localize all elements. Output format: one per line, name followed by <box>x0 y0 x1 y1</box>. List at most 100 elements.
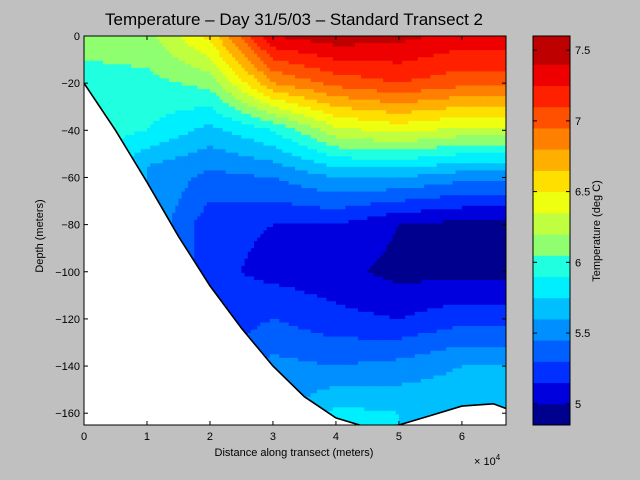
contour-cell <box>131 74 135 80</box>
contour-cell <box>134 64 139 69</box>
contour-cell <box>165 60 170 65</box>
contour-cell <box>219 262 224 267</box>
contour-cell <box>162 89 167 94</box>
contour-cell <box>181 156 186 161</box>
contour-cell <box>191 106 195 111</box>
contour-cell <box>162 92 167 97</box>
contour-cell <box>121 53 126 58</box>
contour-cell <box>128 99 132 104</box>
contour-cell <box>194 159 198 164</box>
contour-cell <box>200 258 205 263</box>
contour-cell <box>181 202 186 207</box>
contour-cell <box>118 36 123 41</box>
contour-cell <box>194 64 198 69</box>
contour-cell <box>118 103 123 108</box>
contour-cell <box>156 142 161 147</box>
contour-cell <box>200 127 205 133</box>
contour-cell <box>191 46 195 51</box>
contour-cell <box>118 106 123 111</box>
contour-cell <box>99 60 104 65</box>
contour-cell <box>156 64 161 69</box>
contour-cell <box>172 57 176 62</box>
contour-cell <box>206 202 211 207</box>
contour-cell <box>200 117 205 122</box>
contour-cell <box>184 71 189 76</box>
contour-cell <box>209 81 214 87</box>
contour-cell <box>121 92 126 97</box>
contour-cell <box>169 99 173 104</box>
contour-cell <box>143 103 148 108</box>
contour-cell <box>169 43 173 48</box>
contour-cell <box>128 127 132 133</box>
contour-cell <box>213 216 217 221</box>
contour-cell <box>140 67 145 72</box>
contour-cell <box>213 67 217 72</box>
contour-cell <box>197 223 202 228</box>
contour-cell <box>128 74 132 80</box>
contour-cell <box>153 50 158 55</box>
contour-cell <box>143 78 148 83</box>
contour-cell <box>181 96 186 101</box>
contour-cell <box>90 46 95 51</box>
contour-cell <box>194 135 198 140</box>
contour-cell <box>165 71 170 76</box>
contour-cell <box>206 110 211 115</box>
contour-cell <box>131 135 135 140</box>
contour-cell <box>213 71 217 76</box>
contour-cell <box>213 209 217 214</box>
contour-cell <box>156 46 161 51</box>
contour-cell <box>146 53 151 58</box>
contour-cell <box>131 106 135 111</box>
contour-cell <box>197 191 202 196</box>
contour-cell <box>156 180 161 186</box>
contour-cell <box>150 173 154 179</box>
contour-cell <box>153 67 158 72</box>
contour-cell <box>209 255 214 260</box>
contour-cell <box>206 106 211 111</box>
contour-cell <box>131 113 135 118</box>
contour-cell <box>109 43 113 48</box>
contour-cell <box>197 85 202 90</box>
contour-cell <box>140 103 145 108</box>
contour-cell <box>165 67 170 72</box>
contour-cell <box>146 36 151 41</box>
contour-cell <box>165 57 170 62</box>
contour-cell <box>184 170 189 175</box>
contour-cell <box>200 92 205 97</box>
contour-cell <box>128 120 132 126</box>
contour-cell <box>216 50 221 55</box>
contour-cell <box>159 124 164 129</box>
contour-cell <box>219 92 224 97</box>
contour-cell <box>140 135 145 140</box>
contour-cell <box>200 166 205 171</box>
contour-cell <box>153 64 158 69</box>
contour-cell <box>178 173 183 179</box>
contour-cell <box>197 166 202 171</box>
contour-cell <box>191 248 195 253</box>
contour-cell <box>115 74 120 80</box>
contour-cell <box>225 173 230 179</box>
contour-cell <box>93 57 98 62</box>
contour-cell <box>153 127 158 133</box>
contour-cell <box>219 251 224 256</box>
contour-cell <box>222 241 227 246</box>
contour-cell <box>216 43 221 48</box>
contour-cell <box>146 173 151 179</box>
contour-cell <box>206 166 211 171</box>
contour-cell <box>115 60 120 65</box>
contour-cell <box>200 156 205 161</box>
contour-cell <box>162 85 167 90</box>
contour-cell <box>153 99 158 104</box>
contour-cell <box>219 85 224 90</box>
contour-cell <box>225 81 230 87</box>
contour-cell <box>159 152 164 157</box>
contour-cell <box>216 180 221 186</box>
contour-cell <box>191 103 195 108</box>
contour-cell <box>222 152 227 157</box>
contour-cell <box>203 71 208 76</box>
contour-cell <box>150 39 154 44</box>
contour-cell <box>169 195 173 200</box>
contour-cell <box>124 135 129 140</box>
contour-cell <box>109 36 113 41</box>
contour-cell <box>216 67 221 72</box>
